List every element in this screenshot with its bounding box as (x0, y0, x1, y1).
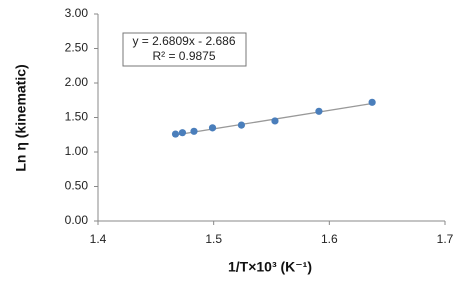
y-tick-label: 0.50 (65, 179, 89, 193)
equation-box (122, 32, 247, 67)
x-tick-label: 1.4 (90, 232, 107, 246)
y-tick-label: 1.50 (65, 110, 89, 124)
r-squared: R² = 0.9875 (152, 49, 215, 63)
x-tick-label: 1.7 (437, 232, 454, 246)
x-axis-title: 1/T×10³ (K⁻¹) (228, 259, 312, 275)
data-point (208, 124, 217, 132)
y-tick-label: 3.00 (65, 6, 89, 20)
data-point (271, 117, 279, 125)
data-point (368, 98, 376, 106)
y-tick-label: 2.00 (65, 75, 89, 89)
y-axis-title: Ln η (kinematic) (13, 64, 29, 171)
data-point (178, 129, 187, 137)
y-tick-label: 2.50 (65, 41, 89, 55)
data-point (190, 127, 198, 135)
data-point (237, 121, 246, 129)
x-tick-label: 1.5 (205, 232, 222, 246)
y-tick-label: 1.00 (65, 144, 89, 158)
data-point (171, 130, 180, 138)
data-point (315, 107, 323, 115)
trendline-equation: y = 2.6809x - 2.686 (132, 34, 235, 48)
y-tick-label: 0.00 (65, 213, 89, 227)
x-tick-label: 1.6 (321, 232, 338, 246)
